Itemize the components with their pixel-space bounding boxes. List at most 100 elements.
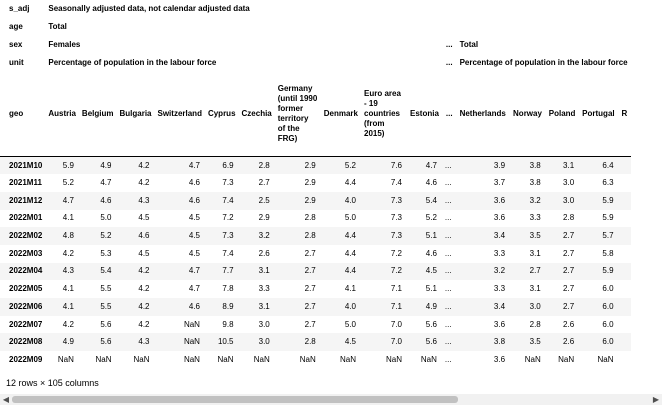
truncation-ellipsis: ...: [444, 319, 452, 329]
column-level-value: Total: [48, 22, 67, 31]
table-cell: 7.3: [390, 231, 402, 241]
table-cell: NaN: [558, 354, 575, 364]
table-cell: 6.0: [602, 284, 614, 294]
column-level-value: [457, 0, 631, 18]
table-cell: 5.2: [62, 178, 74, 188]
table-cell: 2.9: [258, 213, 270, 223]
table-cell: 5.2: [100, 231, 112, 241]
truncation-ellipsis: ...: [445, 40, 453, 49]
column-level-row: unit Percentage of population in the labo…: [0, 54, 631, 72]
table-cell: 4.0: [344, 195, 356, 205]
table-cell: 5.4: [425, 195, 437, 205]
table-cell: 5.3: [100, 248, 112, 258]
table-cell: NaN: [57, 354, 74, 364]
table-row: 2022M06 4.1 5.5 4.2 4.6 8.9 3.1 2.7 4.0 7.1 4.9...…: [0, 298, 631, 316]
table-cell: 3.0: [258, 337, 270, 347]
table-cell: 2.7: [258, 178, 270, 188]
table-row: 2022M03 4.2 5.3 4.5 4.5 7.4 2.6 2.7 4.4 7.2 4.6...…: [0, 245, 631, 263]
horizontal-scrollbar[interactable]: ◀ ▶: [0, 394, 662, 405]
table-cell: 5.2: [344, 160, 356, 170]
table-cell: 2.8: [304, 231, 316, 241]
table-cell: 7.4: [222, 248, 234, 258]
truncation-ellipsis: ...: [444, 248, 452, 258]
dataframe-table: s_adj Seasonally adjusted data, not calen…: [0, 0, 631, 364]
table-cell: 4.1: [62, 284, 74, 294]
truncation-ellipsis: ...: [444, 354, 452, 364]
table-cell: 4.7: [188, 160, 200, 170]
table-cell: 2.7: [304, 248, 316, 258]
table-cell: NaN: [253, 354, 270, 364]
column-header: Norway: [513, 109, 542, 118]
scroll-right-arrow-icon[interactable]: ▶: [652, 395, 660, 404]
table-cell: 3.4: [493, 301, 506, 311]
table-cell: 5.0: [344, 319, 356, 329]
table-cell: 2.8: [304, 213, 316, 223]
row-index: 2022M01: [9, 213, 43, 223]
table-cell: 4.6: [188, 301, 200, 311]
table-cell: 5.9: [62, 160, 74, 170]
table-cell: 4.7: [425, 160, 437, 170]
column-header: Netherlands: [459, 109, 506, 118]
table-cell: 4.5: [188, 213, 200, 223]
table-row: 2021M12 4.7 4.6 4.3 4.6 7.4 2.5 2.9 4.0 7.3 5.4...…: [0, 191, 631, 210]
table-cell: 4.1: [344, 284, 356, 294]
table-row: 2022M08 4.9 5.6 4.3 NaN 10.5 3.0 2.8 4.5 7.0 5.6..…: [0, 333, 631, 352]
table-cell: 3.0: [529, 301, 541, 311]
table-cell: 2.7: [304, 301, 316, 311]
row-index: 2022M05: [9, 284, 43, 294]
table-cell: [619, 298, 631, 316]
row-index: 2022M09: [9, 354, 43, 364]
dataframe-shape-footer: 12 rows × 105 columns: [6, 378, 99, 388]
table-cell: 6.0: [602, 301, 614, 311]
column-level-row: age Total: [0, 18, 631, 36]
table-cell: 3.3: [258, 284, 270, 294]
table-cell: 6.0: [602, 337, 614, 347]
column-level-row: sex Females... Total: [0, 36, 631, 54]
table-cell: 7.0: [390, 337, 402, 347]
table-cell: 3.2: [493, 266, 506, 276]
table-cell: NaN: [183, 337, 200, 347]
table-cell: 4.2: [138, 284, 150, 294]
table-cell: 5.7: [602, 231, 614, 241]
table-cell: 4.6: [188, 178, 200, 188]
table-cell: NaN: [524, 354, 541, 364]
table-row: 2021M10 5.9 4.9 4.2 4.7 6.9 2.8 2.9 5.2 7.6 4.7...…: [0, 156, 631, 175]
table-cell: 6.4: [602, 160, 614, 170]
table-cell: 4.2: [138, 178, 150, 188]
table-cell: 4.5: [188, 248, 200, 258]
row-index: 2022M03: [9, 248, 43, 258]
table-cell: [619, 263, 631, 281]
scroll-left-arrow-icon[interactable]: ◀: [2, 395, 10, 404]
table-cell: 3.1: [258, 266, 270, 276]
table-cell: 3.6: [493, 354, 506, 364]
index-header: geo: [9, 109, 24, 118]
table-cell: 4.2: [62, 319, 74, 329]
table-cell: 4.9: [425, 301, 437, 311]
table-cell: 3.6: [493, 195, 506, 205]
table-cell: 2.9: [304, 195, 316, 205]
column-header: Euro area - 19 countries (from 2015): [364, 89, 401, 138]
table-cell: 7.3: [222, 178, 234, 188]
column-header: Germany (until 1990 former territory of …: [277, 84, 318, 143]
table-cell: 4.5: [138, 248, 150, 258]
table-cell: 2.7: [563, 284, 575, 294]
table-cell: 3.1: [563, 160, 575, 170]
truncation-ellipsis: [442, 18, 457, 36]
table-cell: 4.9: [100, 160, 112, 170]
row-index: 2021M11: [9, 178, 42, 188]
column-header-row: geo Austria Belgium Bulgaria Switzerland Cypr…: [0, 72, 631, 157]
table-cell: 2.6: [563, 319, 575, 329]
table-cell: 5.9: [602, 266, 614, 276]
table-row: 2022M01 4.1 5.0 4.5 4.5 7.2 2.9 2.8 5.0 7.3 5.2...…: [0, 210, 631, 228]
scrollbar-thumb[interactable]: [12, 396, 458, 403]
table-cell: 5.6: [425, 319, 437, 329]
table-cell: 5.6: [100, 337, 112, 347]
column-header: Czechia: [241, 109, 272, 118]
table-cell: 2.7: [304, 319, 316, 329]
table-cell: 3.9: [493, 160, 506, 170]
row-index: 2022M06: [9, 301, 43, 311]
table-cell: 2.7: [563, 231, 575, 241]
table-cell: 8.9: [222, 301, 234, 311]
table-cell: 4.5: [344, 337, 356, 347]
row-index: 2022M02: [9, 231, 43, 241]
